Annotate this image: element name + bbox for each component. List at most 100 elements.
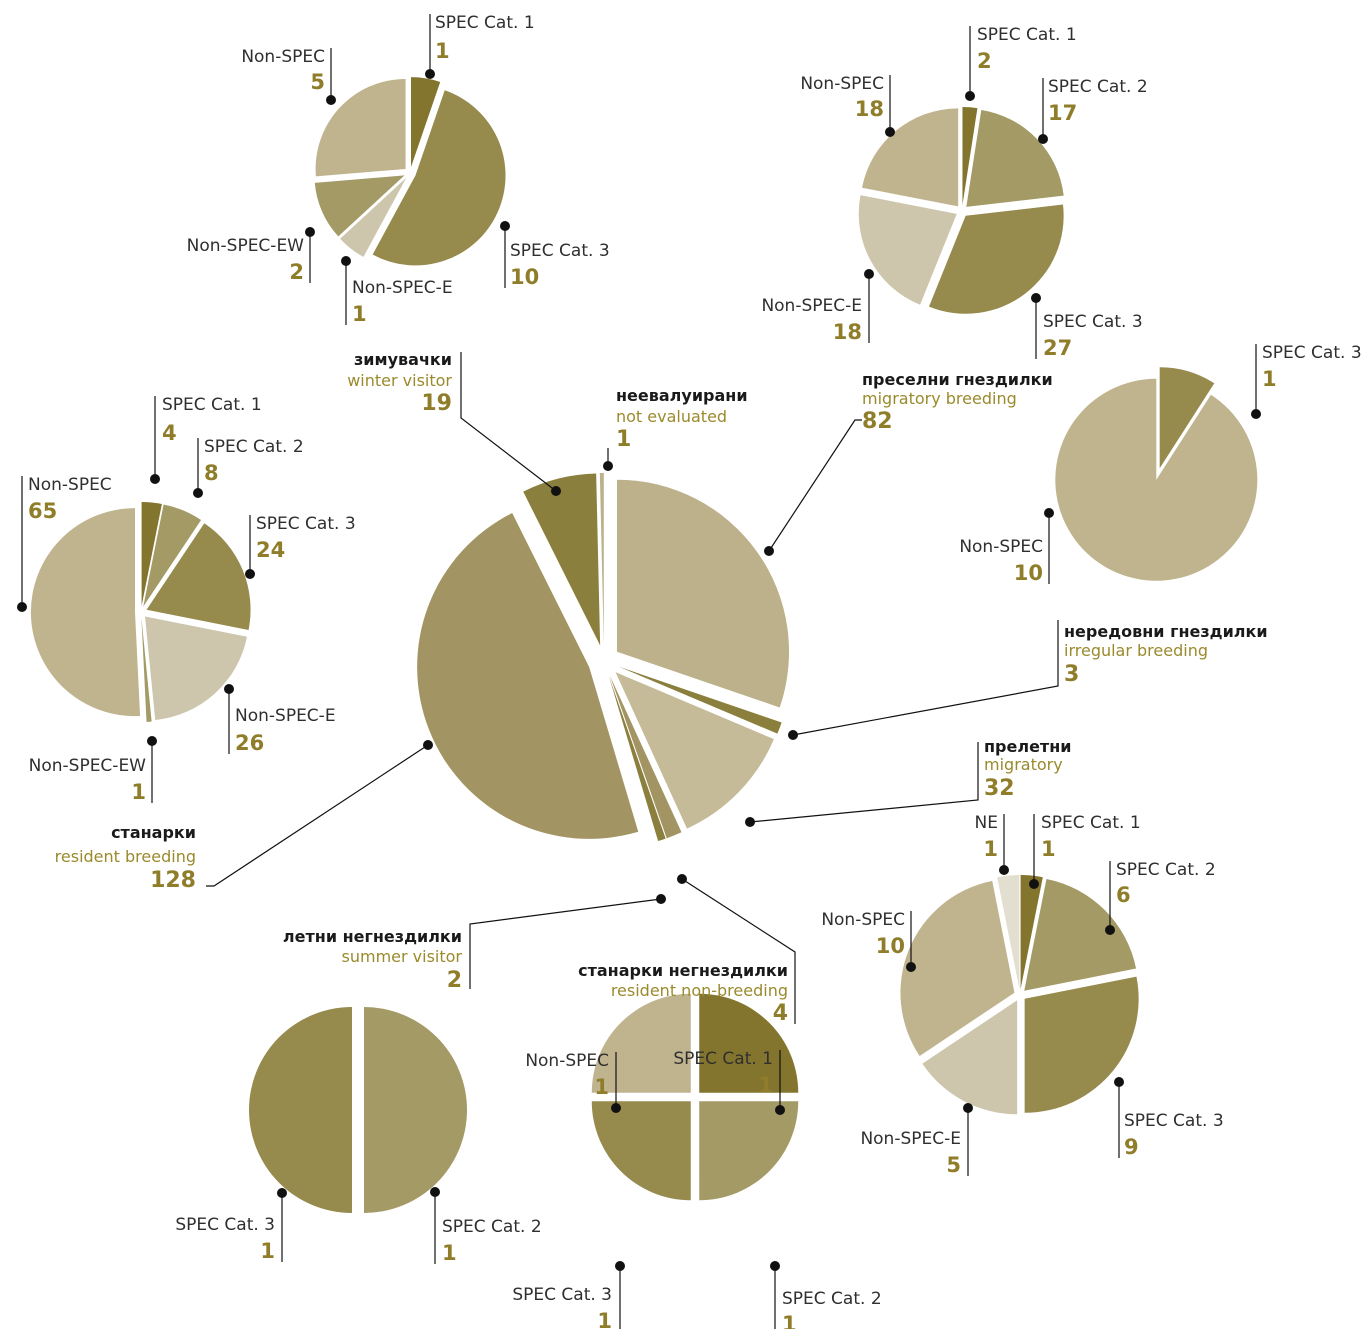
subpie-migratory-breeding-slice-1-dot xyxy=(1038,134,1048,144)
subpie-resident-non-breeding-slice-3-value: 1 xyxy=(594,1075,609,1099)
subpie-irregular-breeding-slice-1-label: Non-SPEC xyxy=(959,537,1043,557)
subpie-migratory-slice-4-label: Non-SPEC xyxy=(821,910,905,930)
main-pie-slice-4 xyxy=(608,676,666,842)
main-pie-slice-7-value: 1 xyxy=(616,427,631,452)
subpie-migratory-slice-0-value: 1 xyxy=(1041,837,1056,861)
subpie-migratory-breeding-slice-3 xyxy=(858,195,957,305)
main-pie-slice-0-dot xyxy=(764,546,774,556)
subpie-migratory-breeding-slice-2-label: SPEC Cat. 3 xyxy=(1043,312,1143,332)
subpie-winter-visitor-slice-3-label: Non-SPEC-EW xyxy=(187,236,305,256)
subpie-resident-breeding-slice-0-dot xyxy=(150,474,160,484)
subpie-winter-visitor-slice-0-dot xyxy=(425,69,435,79)
subpie-resident-non-breeding-slice-2-dot xyxy=(615,1261,625,1271)
subpie-resident-breeding-slice-2-value: 24 xyxy=(256,538,285,562)
subpie-migratory-slice-2 xyxy=(1024,976,1139,1113)
main-pie-slice-1 xyxy=(618,666,782,734)
subpie-summer-visitor-slice-0-value: 1 xyxy=(442,1241,457,1265)
main-pie-slice-2-label-en: migratory xyxy=(984,755,1063,774)
subpie-winter-visitor-slice-1-value: 10 xyxy=(510,265,539,289)
subpie-resident-non-breeding-slice-2 xyxy=(591,1101,691,1201)
subpie-winter-visitor-slice-3-dot xyxy=(305,227,315,237)
subpie-migratory-slice-5-dot xyxy=(999,865,1009,875)
subpie-winter-visitor-slice-0 xyxy=(410,77,441,168)
main-pie-slice-2-leader xyxy=(749,742,979,823)
main-pie-slice-5-label-bg: станарки xyxy=(111,823,196,842)
main-pie-slice-1-leader xyxy=(792,620,1059,736)
main-pie-slice-0 xyxy=(617,479,790,708)
main-pie-slice-2-dot xyxy=(745,817,755,827)
subpie-resident-breeding-slice-3-label: Non-SPEC-E xyxy=(235,706,336,726)
subpie-migratory-slice-2-label: SPEC Cat. 3 xyxy=(1124,1111,1224,1131)
subpie-migratory-slice-5-label: NE xyxy=(975,813,998,833)
subpie-winter-visitor-slice-4-value: 5 xyxy=(310,70,325,94)
subpie-winter-visitor-slice-0-value: 1 xyxy=(435,39,450,63)
subpie-resident-breeding-slice-2-label: SPEC Cat. 3 xyxy=(256,514,356,534)
main-pie-slice-4-value: 2 xyxy=(447,968,462,993)
main-pie-slice-4-label-en: summer visitor xyxy=(342,947,463,966)
main-pie-slice-4-leader xyxy=(469,898,662,989)
main-pie-slice-6-dot xyxy=(551,486,561,496)
main-pie-slice-6-label-bg: зимувачки xyxy=(354,350,452,369)
subpie-resident-breeding-slice-0-value: 4 xyxy=(162,421,177,445)
main-pie-slice-5 xyxy=(417,513,639,839)
main-pie-slice-0-value: 82 xyxy=(862,409,893,434)
subpie-migratory-slice-4-dot xyxy=(906,962,916,972)
main-pie-slice-1-dot xyxy=(788,730,798,740)
subpie-resident-non-breeding-slice-0-value: 1 xyxy=(758,1073,773,1097)
subpie-irregular-breeding-slice-0-dot xyxy=(1251,409,1261,419)
subpie-migratory-breeding-slice-1-value: 17 xyxy=(1048,101,1077,125)
subpie-irregular-breeding-slice-1-dot xyxy=(1044,508,1054,518)
main-pie-slice-3-dot xyxy=(677,874,687,884)
main-pie-slice-3-leader xyxy=(681,878,796,1024)
subpie-resident-non-breeding-slice-0 xyxy=(699,993,799,1093)
subpie-resident-breeding-slice-3-dot xyxy=(224,684,234,694)
subpie-irregular-breeding-slice-0-label: SPEC Cat. 3 xyxy=(1262,343,1362,363)
subpie-winter-visitor-slice-3-value: 2 xyxy=(289,260,304,284)
subpie-resident-breeding-slice-3 xyxy=(145,616,248,720)
subpie-irregular-breeding-slice-1 xyxy=(1055,378,1258,581)
subpie-winter-visitor-slice-2-value: 1 xyxy=(352,302,367,326)
subpie-resident-breeding-slice-2 xyxy=(146,523,251,630)
subpie-migratory-slice-5-value: 1 xyxy=(983,837,998,861)
main-pie xyxy=(417,473,790,842)
main-pie-slice-1-label-bg: нередовни гнездилки xyxy=(1064,622,1268,641)
subpie-migratory-slice-3-value: 5 xyxy=(946,1153,961,1177)
subpie-summer-visitor-slice-0-dot xyxy=(430,1187,440,1197)
subpie-resident-breeding-slice-1-dot xyxy=(193,488,203,498)
subpie-resident-breeding-slice-5-value: 65 xyxy=(28,499,57,523)
subpie-resident-non-breeding-slice-2-label: SPEC Cat. 3 xyxy=(512,1285,612,1305)
subpie-winter-visitor-slice-1-dot xyxy=(500,221,510,231)
subpie-winter-visitor-slice-3 xyxy=(314,175,405,237)
subpie-migratory-slice-3-dot xyxy=(963,1103,973,1113)
subpie-resident-non-breeding-slice-1 xyxy=(699,1101,799,1201)
subpie-resident-breeding-slice-5-label: Non-SPEC xyxy=(28,475,112,495)
subpie-migratory-breeding-slice-0 xyxy=(962,107,978,206)
main-pie-slice-2-label-bg: прелетни xyxy=(984,737,1071,756)
main-pie-slice-1-value: 3 xyxy=(1064,662,1079,687)
main-pie-slice-5-dot xyxy=(423,740,433,750)
main-pie-slice-0-label-bg: преселни гнездилки xyxy=(862,370,1053,389)
subpie-migratory-breeding-slice-3-dot xyxy=(864,269,874,279)
subpie-resident-breeding-slice-1-value: 8 xyxy=(204,461,219,485)
subpie-winter-visitor-slice-4-label: Non-SPEC xyxy=(241,47,325,67)
subpie-resident-breeding-slice-2-dot xyxy=(245,569,255,579)
subpie-resident-non-breeding-slice-3-dot xyxy=(611,1103,621,1113)
subpie-resident-breeding-slice-5-dot xyxy=(17,602,27,612)
subpie-migratory-breeding-slice-2-dot xyxy=(1031,293,1041,303)
subpie-migratory-breeding-slice-2-value: 27 xyxy=(1043,336,1072,360)
subpie-resident-breeding-slice-3-value: 26 xyxy=(235,731,264,755)
subpie-migratory xyxy=(900,875,1139,1115)
subpie-resident-non-breeding-slice-1-label: SPEC Cat. 2 xyxy=(782,1289,882,1309)
subpie-migratory-slice-3 xyxy=(922,1000,1018,1115)
subpie-migratory-breeding-slice-4 xyxy=(861,108,959,207)
subpie-migratory-breeding-slice-4-label: Non-SPEC xyxy=(800,74,884,94)
subpie-summer-visitor-slice-0-label: SPEC Cat. 2 xyxy=(442,1217,542,1237)
subpie-resident-non-breeding-slice-0-label: SPEC Cat. 1 xyxy=(673,1049,773,1069)
subpie-migratory-slice-1-dot xyxy=(1105,925,1115,935)
subpie-winter-visitor-slice-1-label: SPEC Cat. 3 xyxy=(510,241,610,261)
subpie-migratory-slice-4-value: 10 xyxy=(876,934,905,958)
subpie-winter-visitor-slice-0-label: SPEC Cat. 1 xyxy=(435,13,535,33)
subpie-resident-breeding-slice-4 xyxy=(141,617,152,722)
subpie-migratory-breeding-slice-3-label: Non-SPEC-E xyxy=(761,296,862,316)
